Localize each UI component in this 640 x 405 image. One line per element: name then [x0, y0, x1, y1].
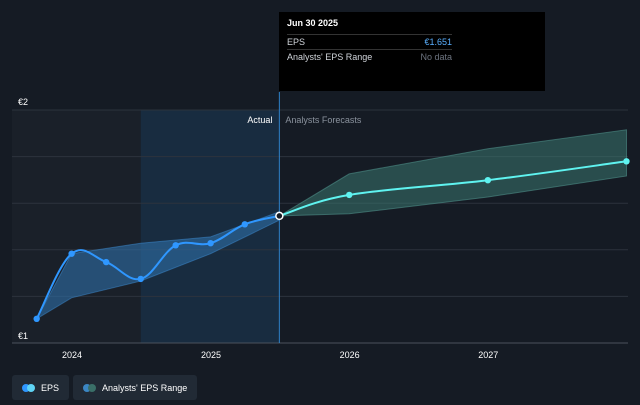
eps-point [137, 275, 144, 283]
eps-point [172, 242, 179, 249]
forecast-region-label: Analysts Forecasts [285, 115, 362, 125]
actual-region-label: Actual [247, 115, 272, 125]
tooltip-eps-value: €1.651 [424, 37, 452, 47]
legend-range-dot-1 [83, 383, 92, 392]
legend-range-swatch [83, 383, 97, 392]
forecast-point [623, 158, 630, 165]
y-tick-label: €1 [18, 331, 28, 341]
x-tick-label: 2026 [340, 350, 360, 360]
eps-point [207, 240, 214, 247]
tooltip-row-range: Analysts' EPS Range No data [287, 49, 452, 64]
legend-item-eps-range[interactable]: Analysts' EPS Range [73, 375, 198, 400]
forecast-point [484, 177, 492, 184]
tooltip-date: Jun 30 2025 [287, 18, 339, 28]
x-tick-label: 2027 [478, 350, 498, 360]
legend-eps-dot-1 [22, 383, 30, 392]
data-markers [33, 158, 630, 322]
tooltip-row-eps: EPS €1.651 [287, 34, 452, 49]
axis-ticks: 2024 2025 2026 2027 €1 €2 [18, 97, 498, 360]
forecast-series-line [279, 160, 627, 217]
current-eps-point [275, 211, 284, 221]
forecast-point [346, 191, 353, 199]
tooltip-range-value: No data [420, 52, 452, 62]
eps-point [241, 221, 249, 228]
legend-item-eps[interactable]: EPS [12, 375, 70, 400]
x-tick-label: 2024 [62, 350, 82, 360]
legend-range-label: Analysts' EPS Range [102, 382, 188, 393]
gridlines [12, 109, 628, 344]
legend-eps-swatch [22, 383, 35, 392]
y-tick-label: €2 [18, 97, 28, 107]
legend-range-dot-2 [88, 383, 97, 392]
eps-point [33, 315, 40, 322]
tooltip: Jun 30 2025 EPS €1.651 Analysts' EPS Ran… [279, 12, 545, 91]
tooltip-eps-label: EPS [287, 37, 306, 47]
legend-eps-label: EPS [41, 382, 60, 393]
past-period-shade [12, 110, 141, 343]
forecast-eps-range-band [277, 129, 627, 217]
legend: EPS Analysts' EPS Range [12, 375, 198, 400]
eps-point [102, 258, 110, 266]
legend-eps-dot-2 [27, 383, 35, 392]
eps-point [68, 250, 75, 257]
x-tick-label: 2025 [201, 350, 221, 360]
tooltip-range-label: Analysts' EPS Range [287, 52, 373, 62]
